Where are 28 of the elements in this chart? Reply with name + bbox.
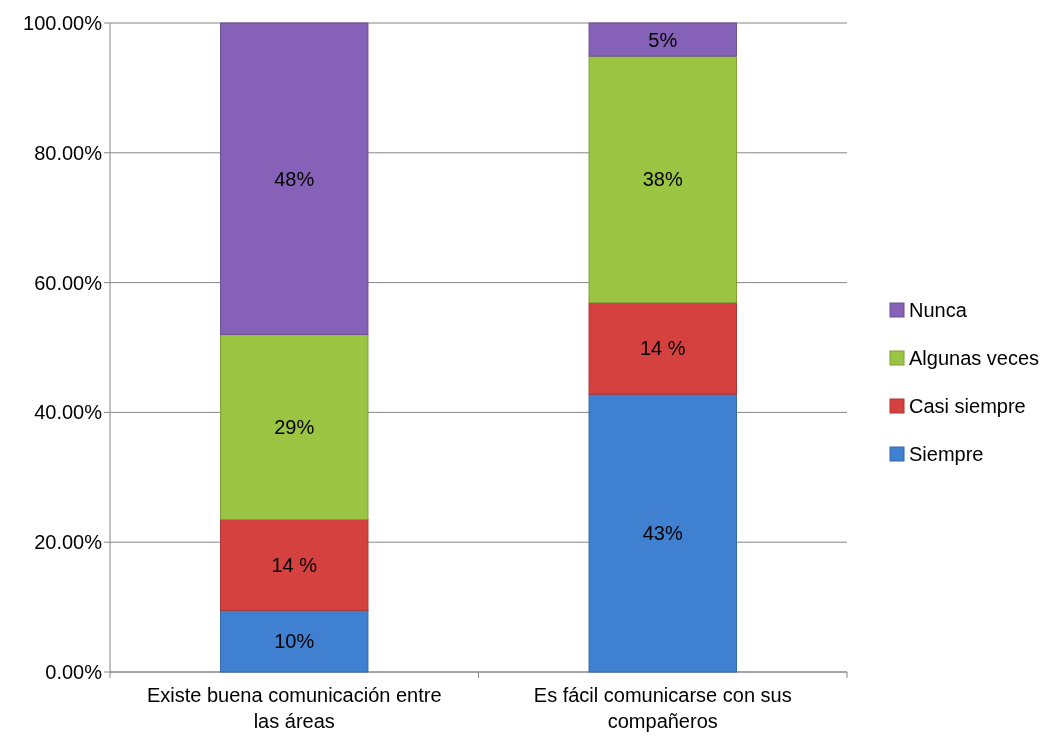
bar bbox=[220, 334, 369, 520]
y-tick-label: 40.00% bbox=[34, 401, 103, 424]
bar bbox=[588, 393, 737, 673]
legend-label: Casi siempre bbox=[909, 395, 1026, 417]
y-tick-label: 20.00% bbox=[34, 531, 103, 554]
y-tick-label: 100.00% bbox=[23, 12, 103, 34]
x-tick-label: Es fácil comunicarse con sus compañeros bbox=[533, 684, 792, 732]
bar bbox=[220, 609, 369, 673]
bar bbox=[588, 22, 737, 57]
data-label: 29% bbox=[274, 416, 315, 438]
data-label: 14 % bbox=[271, 553, 318, 576]
data-label: 5% bbox=[648, 28, 678, 51]
y-tick-label: 60.00% bbox=[34, 271, 103, 294]
legend-label: Siempre bbox=[909, 443, 984, 465]
data-label: 14 % bbox=[639, 337, 686, 360]
bar bbox=[220, 22, 369, 336]
data-label: 48% bbox=[274, 167, 315, 190]
legend-label: Nunca bbox=[909, 299, 968, 321]
legend-label: Algunas veces bbox=[909, 347, 1040, 369]
data-label: 38% bbox=[642, 168, 683, 191]
data-label: 10% bbox=[274, 630, 315, 653]
bar bbox=[588, 302, 737, 395]
data-label: 43% bbox=[642, 522, 683, 545]
y-tick-label: 0.00% bbox=[45, 661, 103, 683]
bar bbox=[588, 55, 737, 304]
x-tick-label: Existe buena comunicación entre las áreas bbox=[146, 684, 442, 732]
y-tick-label: 80.00% bbox=[34, 141, 103, 164]
bar bbox=[220, 518, 369, 611]
